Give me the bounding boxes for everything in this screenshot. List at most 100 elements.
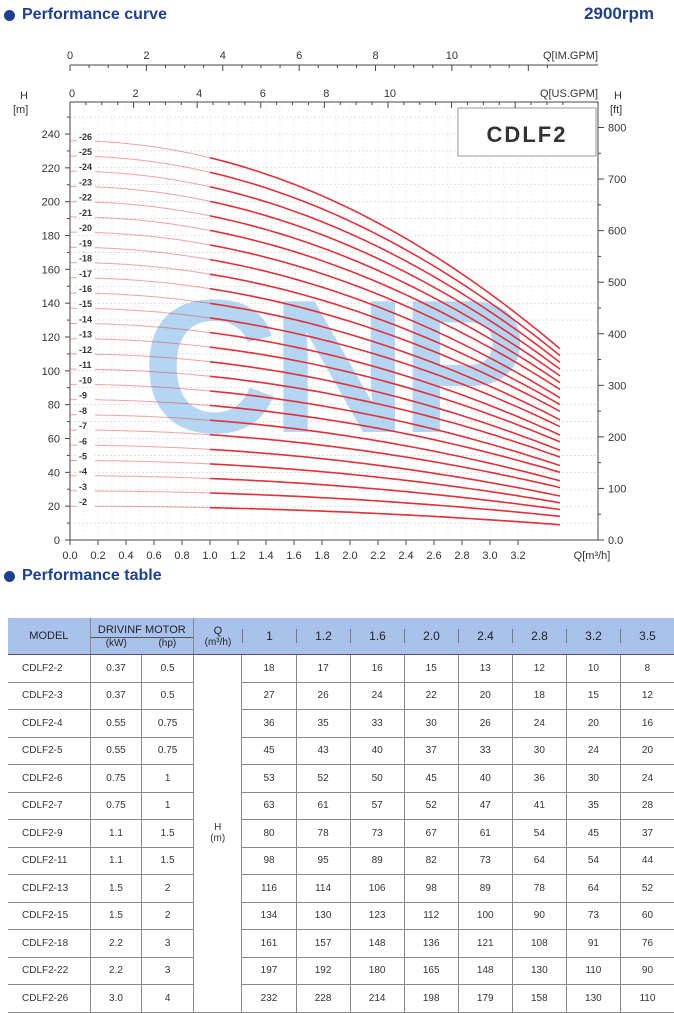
y-right-unit: [ft]: [610, 104, 622, 116]
hp-cell: 2: [141, 874, 194, 903]
table-row: CDLF2-6 0.75 1 53 52 50 45 40 36 30 24: [8, 764, 674, 793]
head-value-cell: 232: [241, 984, 297, 1013]
hp-cell: 1.5: [141, 847, 194, 875]
table-row: CDLF2-11 1.1 1.5 98 95 89 82 73 64 54 44: [8, 847, 674, 875]
model-cell: CDLF2-2: [8, 654, 91, 683]
head-value-cell: 98: [403, 874, 459, 903]
x-tick-label: 1.8: [314, 550, 329, 562]
stage-label-bg: [77, 178, 95, 188]
head-value-cell: 157: [295, 929, 351, 958]
head-value-cell: 161: [241, 929, 297, 958]
head-value-cell: 17: [295, 654, 351, 683]
stage-label: -2: [79, 497, 87, 507]
q-value-header: 1: [241, 629, 296, 643]
hp-cell: 1: [141, 792, 194, 820]
q-label: Q: [213, 624, 223, 637]
stage-label: -23: [79, 177, 92, 187]
table-row: CDLF2-7 0.75 1 63 61 57 52 47 41 35 28: [8, 792, 674, 820]
head-value-cell: 12: [619, 682, 674, 710]
h-unit: (m): [210, 833, 226, 845]
head-value-cell: 57: [349, 792, 405, 820]
curve-stage: [209, 258, 561, 399]
head-value-cell: 16: [349, 654, 405, 683]
head-value-cell: 16: [619, 709, 674, 738]
head-value-cell: 26: [295, 682, 351, 710]
stage-label-bg: [77, 300, 95, 310]
head-value-cell: 20: [457, 682, 513, 710]
x-tick-label: 3.2: [510, 550, 525, 562]
x-axis-label: Q[m³/h]: [574, 550, 611, 562]
head-value-cell: 228: [295, 984, 351, 1013]
curve-stage: [209, 287, 561, 413]
head-value-cell: 64: [565, 874, 621, 903]
h-label: H: [214, 822, 222, 834]
x-tick-label: 2.0: [342, 550, 357, 562]
head-value-cell: 35: [565, 792, 621, 820]
performance-table-heading: Performance table: [4, 567, 162, 585]
stage-label-bg: [77, 193, 95, 203]
model-cell: CDLF2-7: [8, 792, 91, 820]
stage-label: -13: [79, 330, 92, 340]
head-value-cell: 43: [295, 737, 351, 765]
stage-label-bg: [77, 254, 95, 264]
head-value-cell: 179: [457, 984, 513, 1013]
stage-label-bg: [77, 330, 95, 340]
curve-stage: [209, 215, 561, 377]
head-value-cell: 41: [511, 792, 567, 820]
kw-cell: 1.1: [89, 819, 142, 848]
kw-cell: 2.2: [89, 957, 142, 985]
stage-label-bg: [77, 147, 95, 157]
q-value-header: 2.8: [511, 629, 566, 643]
stage-label-bg: [77, 315, 95, 325]
x-tick-label: 3.0: [482, 550, 497, 562]
curve-stage: [209, 375, 561, 458]
im-tick-label: 10: [446, 50, 458, 62]
table-row: CDLF2-9 1.1 1.5 80 78 73 67 61 54 45 37: [8, 819, 674, 848]
head-value-cell: 73: [349, 819, 405, 848]
y-tick-label: 240: [42, 129, 60, 141]
stage-label: -5: [79, 451, 87, 461]
curve-stage: [209, 463, 561, 504]
x-tick-label: 1.2: [230, 550, 245, 562]
stage-label: -18: [79, 254, 92, 264]
head-value-cell: 22: [403, 682, 459, 710]
q-value-header: 2.0: [403, 629, 458, 643]
stage-label-bg: [77, 422, 95, 432]
stage-label: -14: [79, 314, 92, 324]
bullet-icon: [4, 9, 15, 21]
stage-label: -15: [79, 299, 92, 309]
head-value-cell: 36: [511, 764, 567, 793]
x-tick-label: 0.6: [146, 550, 161, 562]
plot-frame: [69, 101, 599, 541]
hp-cell: 0.75: [141, 709, 194, 738]
im-tick-label: 4: [220, 50, 226, 62]
hp-cell: 0.75: [141, 737, 194, 765]
head-value-cell: 54: [511, 819, 567, 848]
head-value-cell: 116: [241, 874, 297, 903]
bullet-icon: [4, 570, 15, 582]
stage-label: -19: [79, 238, 92, 248]
head-value-cell: 33: [457, 737, 513, 765]
model-cell: CDLF2-4: [8, 709, 91, 738]
im-axis-label: Q[IM.GPM]: [543, 50, 598, 62]
hp-cell: 1: [141, 764, 194, 793]
head-value-cell: 45: [565, 819, 621, 848]
y-right-tick-label: 700: [608, 174, 626, 186]
head-value-cell: 24: [565, 737, 621, 765]
head-value-cell: 20: [565, 709, 621, 738]
head-value-cell: 214: [349, 984, 405, 1013]
head-value-cell: 26: [457, 709, 513, 738]
head-value-cell: 27: [241, 682, 297, 710]
head-value-cell: 130: [295, 902, 351, 930]
y-tick-label: 180: [42, 231, 60, 243]
y-tick-label: 20: [48, 501, 60, 513]
stage-label-bg: [77, 163, 95, 173]
head-value-cell: 33: [349, 709, 405, 738]
q-value-header: 3.2: [565, 629, 620, 643]
y-tick-label: 220: [42, 163, 60, 175]
stage-label: -22: [79, 193, 92, 203]
kw-cell: 0.37: [89, 654, 142, 683]
head-value-cell: 123: [349, 902, 405, 930]
us-tick-label: 0: [69, 88, 75, 100]
head-value-cell: 121: [457, 929, 513, 958]
